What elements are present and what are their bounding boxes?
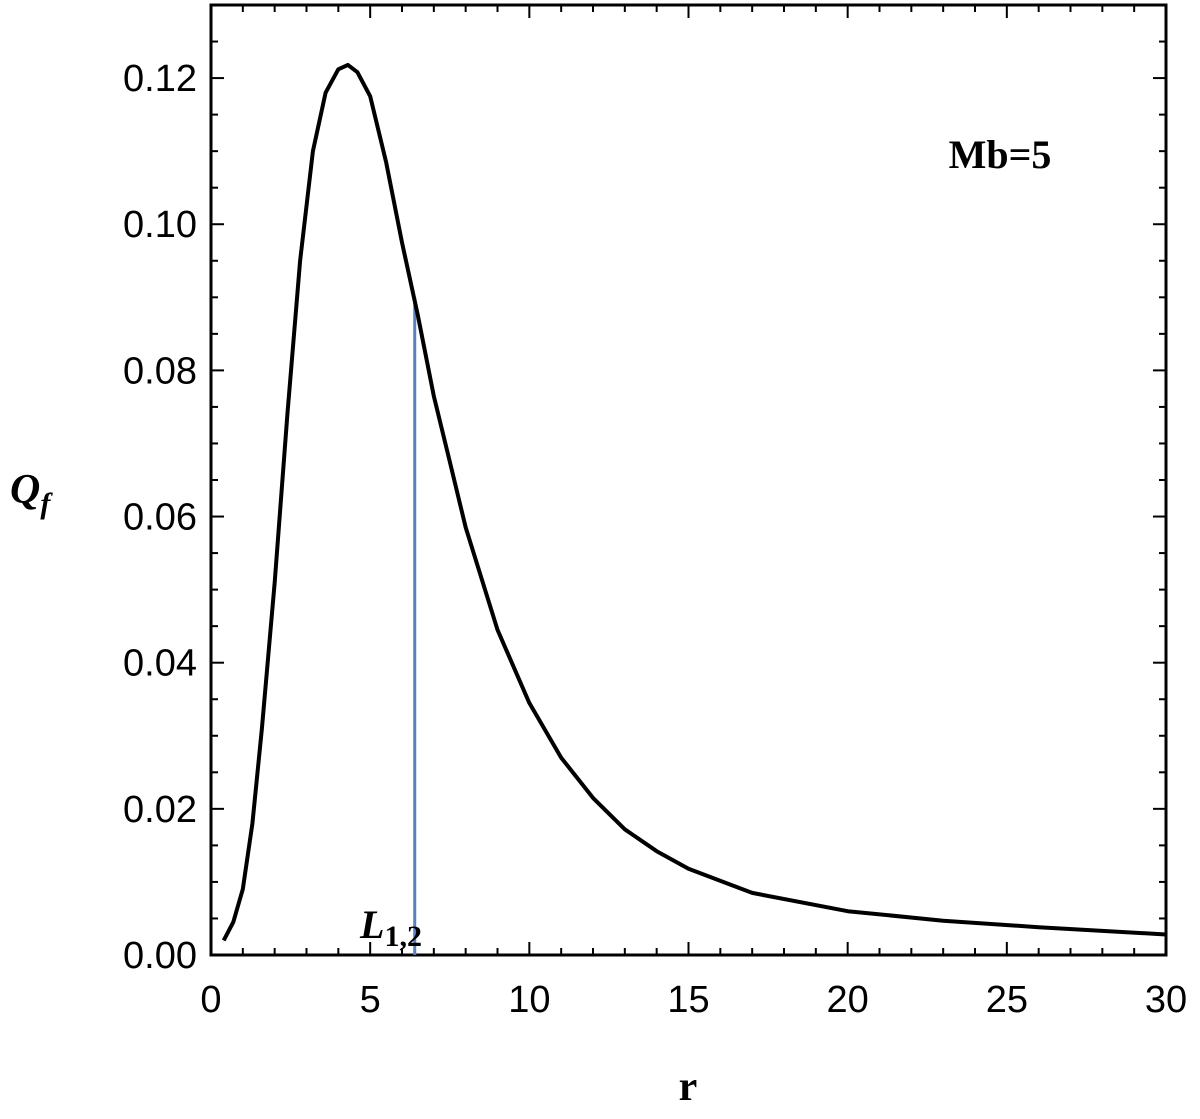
x-tick-label: 5 bbox=[360, 979, 381, 1021]
y-axis-label-main: Q bbox=[10, 467, 40, 513]
x-tick-label: 10 bbox=[508, 979, 550, 1021]
y-tick-label: 0.12 bbox=[123, 58, 197, 100]
x-tick-labels: 0 5 10 15 20 25 30 bbox=[200, 979, 1187, 1021]
x-tick-label: 30 bbox=[1145, 979, 1187, 1021]
x-axis-label: r bbox=[679, 1064, 698, 1110]
ticks bbox=[210, 4, 1167, 956]
marker-label-main: L bbox=[359, 902, 384, 947]
annotation-mb: Mb=5 bbox=[949, 132, 1052, 177]
x-tick-label: 20 bbox=[827, 979, 869, 1021]
y-tick-label: 0.06 bbox=[123, 497, 197, 539]
y-tick-label: 0.08 bbox=[123, 350, 197, 392]
y-tick-labels: 0.00 0.02 0.04 0.06 0.08 0.10 0.12 bbox=[123, 58, 197, 977]
y-axis-label: Qf bbox=[10, 467, 53, 520]
marker-label: L1,2 bbox=[359, 902, 422, 953]
marker-label-sub: 1,2 bbox=[384, 920, 422, 953]
y-tick-label: 0.10 bbox=[123, 204, 197, 246]
x-tick-label: 25 bbox=[986, 979, 1028, 1021]
y-axis-label-sub: f bbox=[40, 487, 53, 520]
y-tick-label: 0.04 bbox=[123, 643, 197, 685]
x-tick-label: 15 bbox=[667, 979, 709, 1021]
qf-curve bbox=[221, 62, 1167, 942]
y-tick-label: 0.02 bbox=[123, 789, 197, 831]
y-tick-label: 0.00 bbox=[123, 935, 197, 977]
x-tick-label: 0 bbox=[200, 979, 221, 1021]
